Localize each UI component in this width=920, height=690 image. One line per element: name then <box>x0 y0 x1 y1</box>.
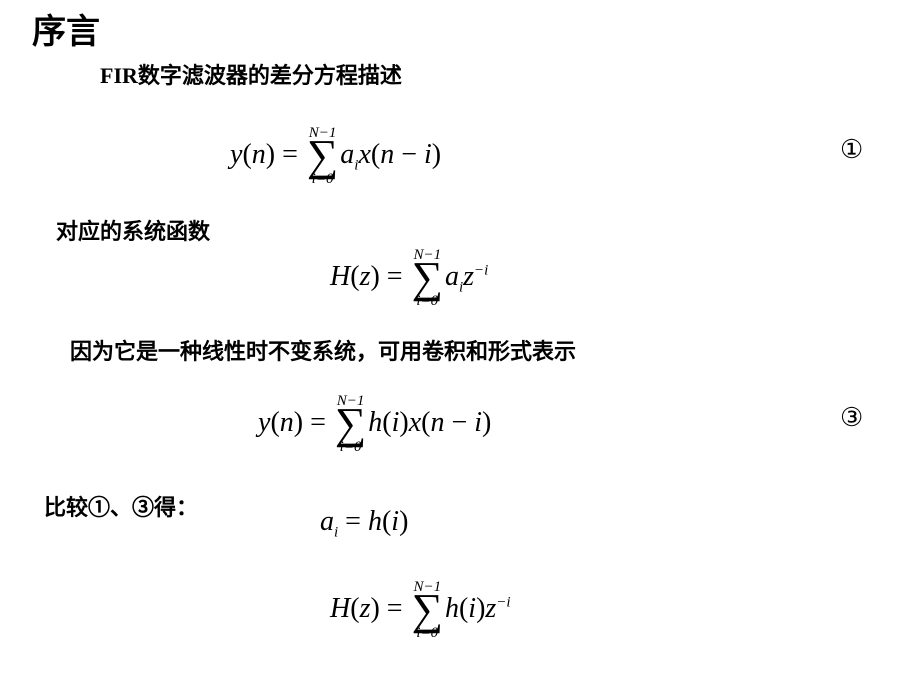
eq2-lparen: ( <box>350 261 359 292</box>
eq5-sigma-sym: ∑ <box>412 593 443 626</box>
eq1-a: a <box>340 139 354 170</box>
equation-5: H(z) = N−1∑i=0h(i)z−i <box>330 580 511 641</box>
eq1-sigma-sym: ∑ <box>307 139 338 172</box>
eq3-rparen3: ) <box>482 407 491 438</box>
eq1-minus: − <box>394 139 424 170</box>
equation-2: H(z) = N−1∑i=0aiz−i <box>330 248 488 309</box>
eq3-i2: i <box>474 407 482 438</box>
equation-1: y(n) = N−1∑i=0aix(n − i) <box>230 126 441 187</box>
eq5-lparen: ( <box>350 593 359 624</box>
eq2-H: H <box>330 261 350 292</box>
eq4-h: h <box>368 506 382 537</box>
eq4-eq: = <box>338 506 368 537</box>
eq2-rparen: ) <box>370 261 379 292</box>
eq1-n2: n <box>380 139 394 170</box>
text-convolution: 因为它是一种线性时不变系统，可用卷积和形式表示 <box>70 334 576 366</box>
eq3-n: n <box>280 407 294 438</box>
eq1-sigma: N−1∑i=0 <box>307 126 338 187</box>
eq1-eq: = <box>275 139 305 170</box>
eq2-a: a <box>445 261 459 292</box>
eq2-sigma-sym: ∑ <box>412 261 443 294</box>
eq3-sigma: N−1∑i=0 <box>335 394 366 455</box>
eq3-x: x <box>409 407 421 438</box>
eq3-minus: − <box>444 407 474 438</box>
eq1-x: x <box>358 139 370 170</box>
subtitle: FIR数字滤波器的差分方程描述 <box>100 58 402 90</box>
eq1-rparen: ) <box>266 139 275 170</box>
eq2-eq: = <box>380 261 410 292</box>
eq2-z-sup: −i <box>474 263 488 279</box>
eq3-h: h <box>368 407 382 438</box>
eq3-eq: = <box>303 407 333 438</box>
equation-4: ai = h(i) <box>320 506 408 542</box>
eq5-H: H <box>330 593 350 624</box>
eq4-lparen: ( <box>382 506 391 537</box>
text-system-function: 对应的系统函数 <box>56 214 210 246</box>
eq5-z: z <box>485 593 496 624</box>
eq2-z-arg: z <box>360 261 371 292</box>
eq3-sigma-sym: ∑ <box>335 407 366 440</box>
eq3-lparen: ( <box>270 407 279 438</box>
marker-1: ① <box>840 134 863 165</box>
eq1-n: n <box>252 139 266 170</box>
page-title: 序言 <box>32 4 100 53</box>
text-compare: 比较①、③得： <box>44 490 198 522</box>
eq3-rparen2: ) <box>399 407 408 438</box>
eq5-rparen: ) <box>370 593 379 624</box>
eq1-lparen2: ( <box>371 139 380 170</box>
eq5-z-sup: −i <box>496 595 510 611</box>
eq1-i: i <box>424 139 432 170</box>
eq4-i: i <box>391 506 399 537</box>
eq5-i: i <box>468 593 476 624</box>
eq5-h: h <box>445 593 459 624</box>
eq5-rparen2: ) <box>476 593 485 624</box>
eq2-sigma: N−1∑i=0 <box>412 248 443 309</box>
eq4-a: a <box>320 506 334 537</box>
eq5-sigma: N−1∑i=0 <box>412 580 443 641</box>
eq3-lparen2: ( <box>382 407 391 438</box>
marker-3: ③ <box>840 402 863 433</box>
eq4-rparen: ) <box>399 506 408 537</box>
eq3-n2: n <box>430 407 444 438</box>
eq3-y: y <box>258 407 270 438</box>
eq1-rparen2: ) <box>432 139 441 170</box>
eq5-z-arg: z <box>360 593 371 624</box>
eq5-eq: = <box>380 593 410 624</box>
eq1-lparen: ( <box>242 139 251 170</box>
eq5-lparen2: ( <box>459 593 468 624</box>
eq2-z: z <box>463 261 474 292</box>
equation-3: y(n) = N−1∑i=0h(i)x(n − i) <box>258 394 491 455</box>
eq1-y: y <box>230 139 242 170</box>
eq3-rparen: ) <box>294 407 303 438</box>
